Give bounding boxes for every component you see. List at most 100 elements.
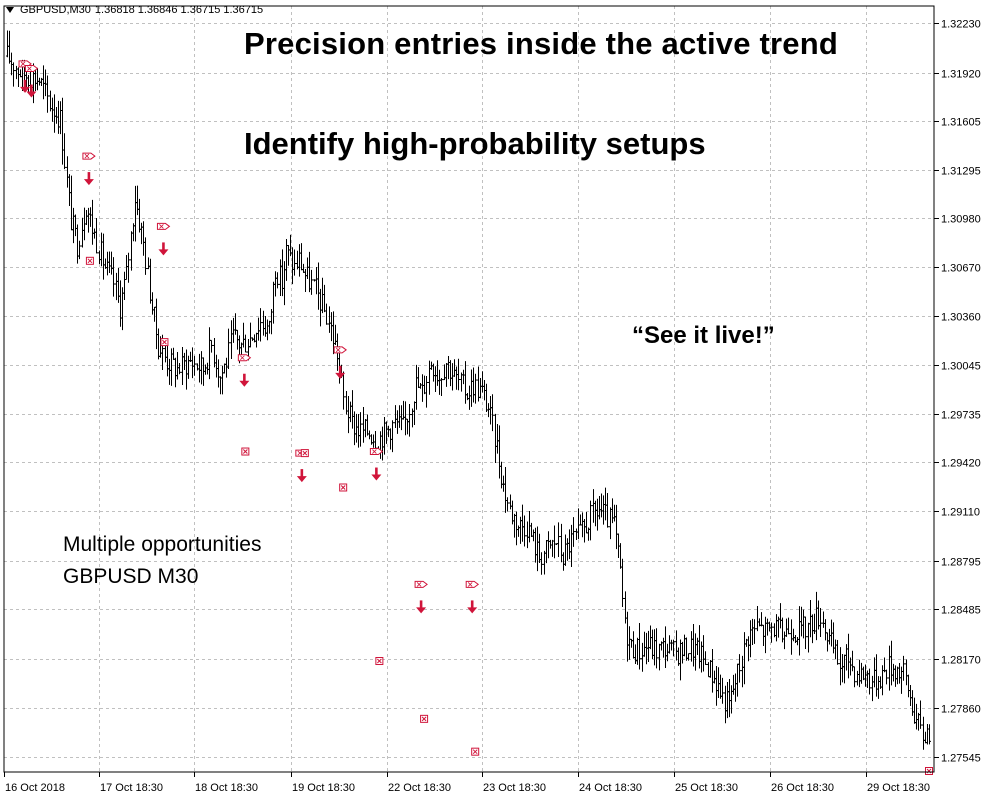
ohlc-bar: [70, 175, 73, 231]
ohlc-bar: [917, 712, 920, 731]
ohlc-bar: [575, 528, 578, 540]
ohlc-bar: [472, 367, 475, 403]
ohlc-bar: [890, 640, 893, 686]
ohlc-bar: [794, 635, 797, 643]
ohlc-bar: [734, 673, 737, 702]
ohlc-bar: [581, 512, 584, 538]
x-tick-label: 19 Oct 18:30: [292, 782, 355, 794]
ohlc-bar: [738, 654, 741, 683]
dropdown-triangle-icon[interactable]: [6, 7, 14, 13]
ohlc-bar: [257, 317, 260, 341]
crossed-box-icon: [420, 714, 429, 723]
x-tick-label: 18 Oct 18:30: [195, 782, 258, 794]
ohlc-bar: [724, 685, 727, 724]
ohlc-bar: [713, 670, 716, 684]
ohlc-bar: [926, 723, 929, 745]
y-tick-label: 1.30360: [941, 312, 981, 324]
symbol-header[interactable]: GBPUSD,M30 1.36818 1.36846 1.36715 1.367…: [6, 4, 263, 16]
ohlc-bar: [909, 684, 912, 706]
crossed-box-icon: [160, 338, 169, 347]
ohlc-bar: [78, 240, 81, 260]
ohlc-bar: [668, 635, 671, 654]
exit-cross: [472, 749, 478, 755]
ohlc-bar: [89, 207, 92, 227]
x-tick-label: 23 Oct 18:30: [483, 782, 546, 794]
ohlc-bar: [136, 185, 139, 216]
price-label-mark: [335, 347, 341, 353]
ohlc-bar: [785, 618, 788, 637]
crossed-box-icon: [241, 447, 250, 456]
price-label-mark: [467, 582, 473, 587]
ohlc-bar: [149, 258, 152, 304]
ohlc-bar: [892, 663, 895, 682]
ohlc-bar: [255, 332, 258, 348]
ohlc-bar: [413, 401, 416, 425]
ohlc-bar: [470, 369, 473, 407]
ohlc-bar: [423, 375, 426, 395]
ohlc-bar: [193, 355, 196, 376]
quote-values: 1.36818 1.36846 1.36715 1.36715: [94, 4, 264, 16]
ohlc-bar: [532, 529, 535, 542]
ohlc-bar: [74, 214, 77, 237]
ohlc-bar: [464, 361, 467, 404]
ohlc-bar: [57, 100, 60, 134]
price-label-icon: [465, 580, 480, 588]
ohlc-bar: [381, 426, 384, 461]
ohlc-bar: [611, 498, 614, 524]
exit-cross: [377, 658, 382, 664]
ohlc-bar: [811, 614, 814, 644]
ohlc-bar: [919, 700, 922, 729]
ohlc-bar: [95, 217, 98, 254]
down-arrow-icon: [371, 467, 382, 481]
ohlc-bar: [685, 637, 688, 661]
x-tick-label: 25 Oct 18:30: [675, 782, 738, 794]
ohlc-bar: [787, 617, 790, 635]
ohlc-bar: [900, 666, 903, 694]
ohlc-bar: [117, 267, 120, 303]
ohlc-bar: [276, 272, 279, 289]
ohlc-bar: [600, 493, 603, 518]
ohlc-bar: [798, 606, 801, 656]
ohlc-bar: [342, 371, 345, 410]
ohlc-bar: [108, 251, 111, 273]
ohlc-bar: [509, 494, 512, 510]
ohlc-bar: [707, 662, 710, 678]
ohlc-bar: [592, 489, 595, 523]
ohlc-bar: [643, 631, 646, 657]
price-label-mark: [372, 449, 377, 454]
ohlc-bar: [598, 496, 601, 520]
ohlc-bar: [915, 703, 918, 730]
ohlc-bar: [266, 319, 269, 341]
ohlc-bar: [572, 517, 575, 547]
ohlc-bar: [181, 347, 184, 386]
ohlc-bar: [166, 345, 169, 377]
ohlc-bar: [408, 403, 411, 437]
ohlc-bar: [259, 308, 262, 342]
ohlc-bar: [751, 618, 754, 645]
ohlc-bar: [293, 249, 296, 276]
ohlc-bar: [319, 288, 322, 327]
ohlc-bar: [85, 210, 88, 225]
ohlc-bar: [817, 600, 820, 630]
ohlc-bar: [404, 401, 407, 436]
ohlc-bar: [896, 666, 899, 685]
ohlc-bar: [760, 612, 763, 627]
ohlc-bar: [230, 320, 233, 360]
arrow-head: [20, 86, 31, 93]
ohlc-bar: [704, 651, 707, 665]
ohlc-bar: [822, 611, 825, 628]
x-tick-label: 17 Oct 18:30: [100, 782, 163, 794]
ohlc-bar: [468, 385, 471, 410]
ohlc-bar: [46, 75, 49, 113]
ohlc-bar: [283, 261, 286, 306]
ohlc-bar: [317, 262, 320, 310]
down-arrow-icon: [296, 469, 307, 483]
price-label-icon: [82, 152, 96, 160]
price-label-mark: [416, 582, 422, 587]
x-tick-label: 16 Oct 2018: [5, 782, 65, 794]
ohlc-bar: [594, 500, 597, 527]
ohlc-bar: [877, 676, 880, 699]
ohlc-bar: [815, 591, 818, 641]
